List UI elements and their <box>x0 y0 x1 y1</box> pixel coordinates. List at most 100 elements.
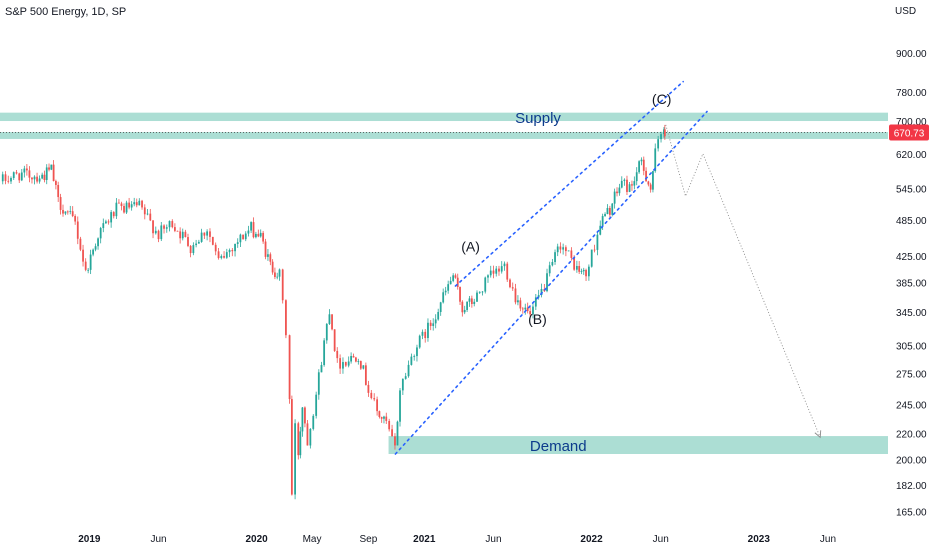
candle-body <box>125 202 128 213</box>
time-tick-label: Jun <box>150 534 166 545</box>
candle-body <box>20 172 23 181</box>
candle-body <box>429 322 432 326</box>
candle-body <box>352 355 355 358</box>
candle-body <box>41 174 44 179</box>
price-tick-label: 305.00 <box>896 341 927 352</box>
candle-body <box>593 249 596 251</box>
last-price-value: 670.73 <box>894 129 925 140</box>
candle-body <box>442 292 445 303</box>
candle-body <box>362 365 365 369</box>
candle-body <box>197 241 200 244</box>
candle-body <box>559 246 562 250</box>
candle-body <box>344 362 347 366</box>
candle-body <box>214 244 217 252</box>
candle-body <box>48 167 50 170</box>
candle-body <box>654 148 657 172</box>
candle-body <box>333 329 336 351</box>
candle-body <box>225 252 228 258</box>
candle-body <box>524 307 527 310</box>
candle-body <box>71 211 74 217</box>
candle-body <box>84 261 87 270</box>
candle-body <box>434 319 437 324</box>
candle-body <box>320 365 323 373</box>
candle-body <box>152 220 154 234</box>
candle-body <box>537 295 540 298</box>
candle-body <box>187 237 189 246</box>
candle-body <box>407 364 410 377</box>
candle-body <box>540 289 543 296</box>
candle-body <box>123 206 125 213</box>
candle-body <box>511 287 514 289</box>
candle-body <box>64 211 67 214</box>
candle-body <box>274 272 276 277</box>
candle-body <box>50 164 53 170</box>
price-tick-label: 345.00 <box>896 308 927 319</box>
candle-body <box>146 213 149 215</box>
candle-body <box>623 179 626 181</box>
candle-body <box>163 225 165 229</box>
candle-body <box>495 268 498 274</box>
candle-body <box>391 429 393 437</box>
candle-body <box>506 263 509 280</box>
candle-body <box>82 249 84 262</box>
candle-body <box>74 216 77 222</box>
candle-body <box>57 184 60 198</box>
candle-body <box>437 311 440 320</box>
candle-body <box>647 181 650 185</box>
candle-body <box>184 231 187 238</box>
candle-body <box>31 177 33 180</box>
candle-body <box>220 256 223 259</box>
candle-body <box>608 207 611 215</box>
candle-body <box>133 202 136 205</box>
candle-body <box>4 174 7 181</box>
candle-body <box>585 269 587 277</box>
candle-body <box>580 271 583 272</box>
candle-body <box>112 212 115 217</box>
candle-body <box>45 167 48 181</box>
candle-body <box>596 234 599 250</box>
candle-body <box>380 417 383 419</box>
candle-body <box>128 202 131 208</box>
candle-body <box>466 301 468 310</box>
zone-demand <box>388 436 888 454</box>
candle-body <box>107 221 110 223</box>
candle-body <box>620 180 623 188</box>
candle-body <box>590 249 593 267</box>
candle-body <box>331 314 333 330</box>
candle-body <box>120 203 123 207</box>
candle-body <box>564 247 567 252</box>
candle-body <box>551 262 554 266</box>
candle-body <box>12 172 15 179</box>
candle-body <box>604 214 606 217</box>
candle-body <box>23 168 26 173</box>
zone-band-1 <box>0 132 888 139</box>
candle-body <box>459 286 461 302</box>
candle-body <box>554 252 556 263</box>
candle-body <box>228 250 231 253</box>
price-tick-label: 780.00 <box>896 88 927 99</box>
candle-body <box>526 307 529 312</box>
candle-body <box>118 202 120 204</box>
last-price-badge-bg <box>889 124 929 141</box>
candle-body <box>484 277 487 292</box>
candle-body <box>209 231 211 237</box>
candle-body <box>347 361 350 366</box>
candle-body <box>195 243 198 246</box>
candle-body <box>410 356 413 365</box>
candle-body <box>25 168 28 171</box>
price-axis: 900.00 780.00 700.00 620.00 545.00 485.00 425.… <box>896 49 927 518</box>
candle-body <box>582 269 585 272</box>
zone-supply <box>0 112 888 122</box>
candle-body <box>38 178 41 182</box>
candle-body <box>421 331 424 336</box>
candle-body <box>281 269 284 301</box>
candle-body <box>660 134 662 140</box>
candle-body <box>264 241 267 257</box>
candle-body <box>149 213 152 221</box>
candle-body <box>181 231 184 239</box>
price-tick-label: 385.00 <box>896 278 927 289</box>
candle-body <box>567 250 570 252</box>
candle-body <box>519 300 522 309</box>
candle-body <box>15 172 18 174</box>
